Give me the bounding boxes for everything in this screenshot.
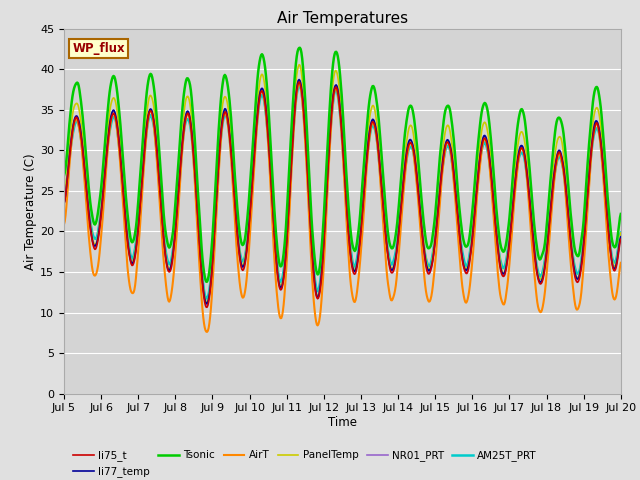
Text: WP_flux: WP_flux xyxy=(72,42,125,55)
Y-axis label: Air Temperature (C): Air Temperature (C) xyxy=(24,153,37,269)
X-axis label: Time: Time xyxy=(328,416,357,429)
Title: Air Temperatures: Air Temperatures xyxy=(277,11,408,26)
Legend: li75_t, li77_temp, Tsonic, AirT, PanelTemp, NR01_PRT, AM25T_PRT: li75_t, li77_temp, Tsonic, AirT, PanelTe… xyxy=(69,446,541,480)
